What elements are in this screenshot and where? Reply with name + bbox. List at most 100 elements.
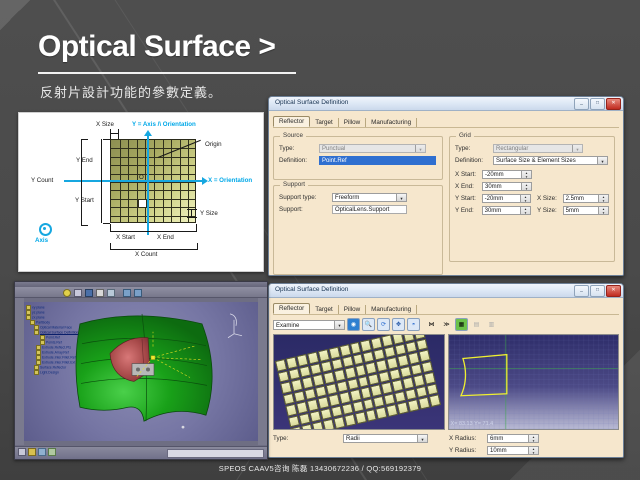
catia-right-toolbar[interactable] (258, 298, 267, 445)
fast-forward-icon[interactable]: ≫ (443, 322, 450, 328)
source-type-combo[interactable]: Punctual ▾ (319, 144, 426, 153)
viewer-mode-combo[interactable]: Examine ▾ (273, 319, 345, 330)
undo-icon[interactable] (123, 289, 131, 297)
y-radius-input[interactable]: 10mm ▴ ▾ (487, 446, 539, 455)
viewer-3d-panel[interactable] (273, 334, 445, 430)
new-icon[interactable] (63, 289, 71, 297)
globe-icon[interactable]: ◉ (347, 318, 360, 331)
spinner-icon[interactable]: ▴ ▾ (521, 183, 531, 190)
close-icon[interactable]: ✕ (606, 285, 621, 297)
chevron-down-icon[interactable]: ▾ (572, 145, 582, 152)
snap-icon[interactable]: ▥ (488, 322, 495, 328)
dialog2-titlebar[interactable]: Optical Surface Definition _ □ ✕ (269, 284, 623, 298)
minimize-icon[interactable]: _ (574, 98, 589, 110)
measure-icon[interactable]: ⋈ (428, 322, 435, 328)
print-icon[interactable] (96, 289, 104, 297)
select-icon[interactable] (18, 448, 26, 456)
catia-toolbar-icons[interactable] (63, 289, 142, 297)
catia-toolbar[interactable] (15, 287, 267, 298)
tab-target[interactable]: Target (310, 305, 339, 314)
maximize-icon[interactable]: □ (590, 98, 605, 110)
chevron-down-icon[interactable]: ▾ (415, 145, 425, 152)
grid-type-combo[interactable]: Rectangular ▾ (493, 144, 583, 153)
zoom-icon[interactable]: 🔍 (362, 318, 375, 331)
minimize-icon[interactable]: _ (574, 285, 589, 297)
optical-surface-definition-dialog-bottom[interactable]: Optical Surface Definition _ □ ✕ Reflect… (268, 283, 624, 458)
catia-menubar[interactable] (15, 282, 267, 287)
x-radius-input[interactable]: 6mm ▴ ▾ (487, 434, 539, 443)
spinner-icon[interactable]: ▴ ▾ (519, 207, 530, 214)
chevron-down-icon[interactable]: ▾ (334, 320, 344, 329)
spinner-icon[interactable]: ▴ ▾ (519, 195, 530, 202)
catia-statusbar-icons[interactable] (18, 448, 56, 456)
orbit-icon[interactable]: ◓ (407, 318, 420, 331)
optical-surface-definition-dialog-top[interactable]: Optical Surface Definition _ □ ✕ Reflect… (268, 96, 624, 276)
catia-left-toolbar[interactable] (15, 298, 24, 445)
chevron-down-icon[interactable]: ▾ (597, 157, 607, 164)
source-definition-field[interactable]: Point.Ref (319, 156, 436, 165)
dialog1-window-controls[interactable]: _ □ ✕ (574, 98, 621, 110)
line-tool-icon[interactable] (38, 448, 46, 456)
catia-application-screenshot[interactable]: xy plane yz plane zx plane PartBody Opti… (14, 281, 268, 460)
dialog1-titlebar[interactable]: Optical Surface Definition _ □ ✕ (269, 97, 623, 111)
grid-ystart-input[interactable]: -20mm ▴ ▾ (481, 194, 531, 203)
grid-xend-input[interactable]: 30mm ▴ ▾ (482, 182, 532, 191)
redo-icon[interactable] (134, 289, 142, 297)
tree-item[interactable]: Extrude.Array.Ref (26, 350, 78, 355)
tree-item[interactable]: yz plane (26, 310, 78, 315)
catia-command-input[interactable] (167, 448, 264, 458)
viewer-2d-panel[interactable]: X= 83.13 Y= 71.4 (447, 334, 619, 430)
tree-item[interactable]: xy plane (26, 305, 78, 310)
grid-xstart-input[interactable]: -20mm ▴ ▾ (482, 170, 532, 179)
tree-item[interactable]: Optical Surface Definition (26, 330, 78, 335)
maximize-icon[interactable]: □ (590, 285, 605, 297)
dialog1-tabs[interactable]: Reflector Target Pillow Manufacturing (273, 115, 619, 128)
spinner-icon[interactable]: ▴ ▾ (528, 435, 538, 442)
tree-item[interactable]: PartBody (26, 320, 78, 325)
save-icon[interactable] (85, 289, 93, 297)
grid-definition-combo[interactable]: Surface Size & Element Sizes ▾ (493, 156, 608, 165)
fit-icon[interactable]: ▦ (455, 318, 468, 331)
support-field[interactable]: OpticalLens.Support (332, 205, 407, 214)
tab-pillow[interactable]: Pillow (339, 118, 367, 127)
spinner-icon[interactable]: ▴ ▾ (528, 447, 538, 454)
spinner-icon[interactable]: ▴ ▾ (521, 171, 531, 178)
pan-icon[interactable]: ✥ (392, 318, 405, 331)
tab-target[interactable]: Target (310, 118, 339, 127)
dialog2-window-controls[interactable]: _ □ ✕ (574, 285, 621, 297)
tab-reflector[interactable]: Reflector (273, 116, 311, 127)
grid-ysize-input[interactable]: 5mm ▴ ▾ (562, 206, 609, 215)
chevron-down-icon[interactable]: ▾ (396, 194, 406, 201)
tab-reflector[interactable]: Reflector (273, 303, 311, 314)
type-combo[interactable]: Radii ▾ (343, 434, 428, 443)
tree-item[interactable]: Extrude.Reflect.Pts (26, 345, 78, 350)
tree-item[interactable]: Surface.Reflector (26, 365, 78, 370)
point-tool-icon[interactable] (28, 448, 36, 456)
grid-yend-input[interactable]: 30mm ▴ ▾ (481, 206, 531, 215)
tree-item[interactable]: Points.Ref (26, 340, 78, 345)
dialog2-tabs[interactable]: Reflector Target Pillow Manufacturing (273, 302, 619, 315)
tree-item[interactable]: Optical Material Face (26, 325, 78, 330)
viewer-toolbar[interactable]: Examine ▾ ◉ 🔍 ⟳ ✥ ◓ ⋈ ≫ ▦ ▤ ▥ (273, 318, 619, 331)
tab-manufacturing[interactable]: Manufacturing (366, 118, 418, 127)
tree-item[interactable]: Extrude.Inter.Fillet.Ref (26, 355, 78, 360)
close-icon[interactable]: ✕ (606, 98, 621, 110)
catia-3d-viewport[interactable] (24, 302, 258, 441)
tree-item[interactable]: Extrude.Inter.Fillet.Ext (26, 360, 78, 365)
tab-pillow[interactable]: Pillow (339, 305, 367, 314)
grid-xsize-input[interactable]: 2.5mm ▴ ▾ (562, 194, 609, 203)
cut-icon[interactable] (107, 289, 115, 297)
tree-item[interactable]: Light.Design (26, 370, 78, 375)
chevron-down-icon[interactable]: ▾ (417, 435, 427, 442)
tab-manufacturing[interactable]: Manufacturing (366, 305, 418, 314)
plane-tool-icon[interactable] (48, 448, 56, 456)
spinner-icon[interactable]: ▴ ▾ (598, 195, 608, 202)
spinner-icon[interactable]: ▴ ▾ (598, 207, 608, 214)
tree-item[interactable]: Point.Ref (26, 335, 78, 340)
tree-item[interactable]: zx plane (26, 315, 78, 320)
catia-specification-tree[interactable]: xy plane yz plane zx plane PartBody Opti… (26, 305, 78, 375)
open-icon[interactable] (74, 289, 82, 297)
grid-icon[interactable]: ▤ (473, 322, 480, 328)
support-type-combo[interactable]: Freeform ▾ (332, 193, 407, 202)
rotate-icon[interactable]: ⟳ (377, 318, 390, 331)
